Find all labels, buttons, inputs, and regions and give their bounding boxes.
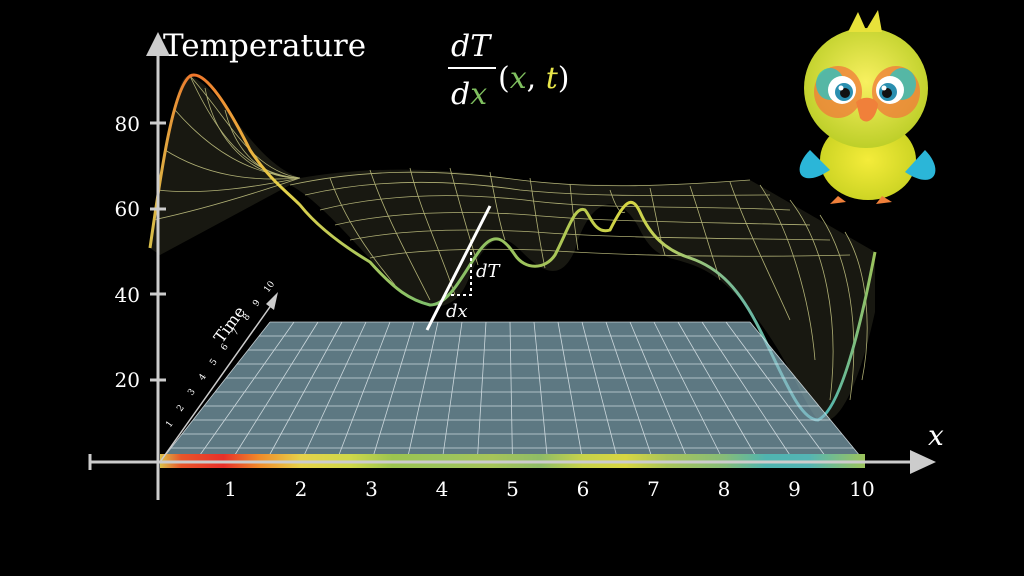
time-tick-label: 3	[186, 387, 198, 398]
time-tick-label: 4	[197, 372, 209, 383]
slope-annotation: dT dx	[425, 205, 502, 331]
formula-arguments: (x, t)	[498, 61, 570, 96]
time-axis-arrowhead	[266, 292, 278, 310]
paren-open: (	[498, 61, 510, 96]
time-axis-title: Time	[210, 302, 249, 346]
y-tick-20: 20	[115, 368, 140, 392]
formula-denominator: dx	[451, 77, 487, 112]
x-tick-label: 10	[849, 477, 874, 501]
denominator-x: x	[470, 77, 487, 112]
time-tick-label: 8	[241, 312, 253, 323]
time-tick-label: 5	[208, 357, 220, 368]
surface-mesh	[152, 75, 868, 401]
x-tick-label: 8	[718, 477, 731, 501]
y-axis-title: Temperature	[163, 28, 366, 64]
arg-comma: ,	[527, 61, 546, 96]
partial-derivative-formula: dT dx (x, t)	[448, 29, 570, 112]
x-tick-label: 1	[224, 477, 237, 501]
x-tick-labels: 1 2 3 4 5 6 7 8 9 10	[224, 477, 875, 501]
paren-close: )	[558, 61, 570, 96]
y-tick-60: 60	[115, 197, 140, 221]
x-time-plane	[159, 321, 866, 463]
parrot-mascot-icon	[799, 10, 936, 204]
tangent-line	[425, 205, 492, 331]
arg-x: x	[510, 61, 527, 96]
time-tick-label: 2	[175, 403, 186, 414]
time-tick-label: 7	[230, 327, 242, 338]
x-tick-label: 9	[788, 477, 801, 501]
time-tick-label: 6	[219, 342, 231, 353]
y-axis-arrowhead	[146, 32, 170, 56]
time-tick-label: 9	[251, 298, 263, 309]
x-tick-label: 7	[647, 477, 660, 501]
y-tick-40: 40	[115, 283, 140, 307]
formula-numerator: dT	[451, 29, 492, 64]
axes	[88, 50, 915, 500]
x-axis-arrowhead	[910, 450, 936, 474]
y-tick-80: 80	[115, 112, 140, 136]
dx-label: dx	[446, 301, 468, 322]
time-axis	[159, 303, 273, 463]
x-axis-title: x	[928, 419, 944, 452]
temperature-profile-curve	[148, 73, 877, 422]
x-tick-label: 2	[295, 477, 308, 501]
slope-triangle	[451, 250, 472, 296]
x-tick-label: 5	[506, 477, 519, 501]
time-tick-label: 1	[164, 419, 175, 430]
x-tick-label: 6	[577, 477, 590, 501]
arg-t: t	[546, 61, 559, 96]
time-tick-label: 10	[262, 279, 277, 294]
dT-label: dT	[476, 261, 502, 282]
denominator-d: d	[451, 77, 470, 112]
x-tick-label: 3	[365, 477, 378, 501]
x-tick-label: 4	[436, 477, 449, 501]
